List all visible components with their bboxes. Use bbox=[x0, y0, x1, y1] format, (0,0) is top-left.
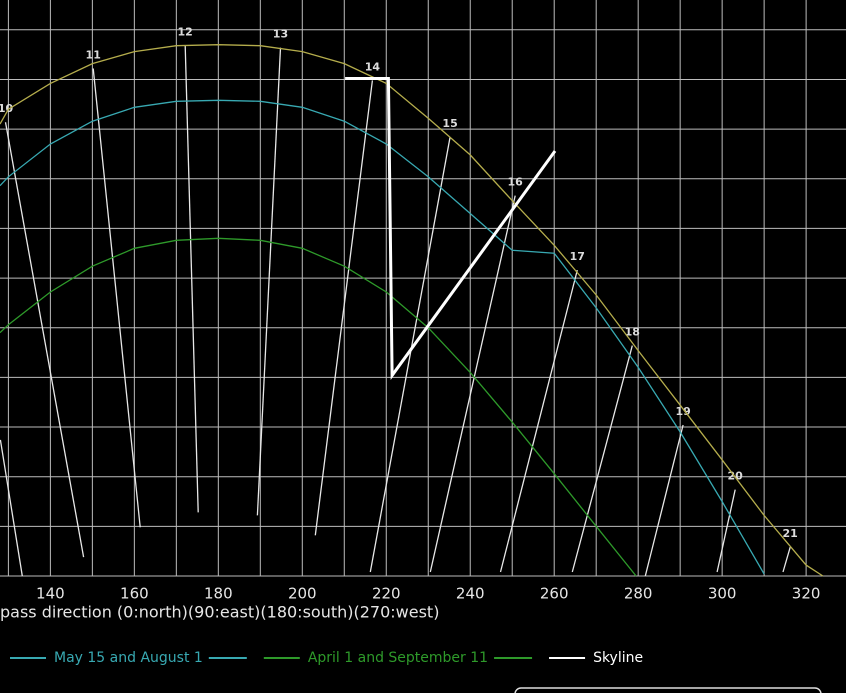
hour-label: 12 bbox=[177, 26, 192, 39]
hour-label: 20 bbox=[728, 470, 744, 483]
hour-label: 13 bbox=[273, 28, 288, 41]
x-tick-label: 240 bbox=[456, 585, 485, 603]
button-outline[interactable] bbox=[514, 687, 822, 693]
hour-label: 16 bbox=[508, 176, 524, 189]
hour-line bbox=[184, 45, 199, 513]
hour-line bbox=[644, 424, 684, 577]
hour-label: 17 bbox=[570, 250, 585, 263]
x-tick-label: 180 bbox=[204, 585, 233, 603]
x-tick-label: 300 bbox=[708, 585, 737, 603]
hour-line bbox=[716, 489, 736, 573]
x-tick-label: 160 bbox=[120, 585, 149, 603]
legend-label: April 1 and September 11 bbox=[308, 650, 488, 666]
x-tick-label: 200 bbox=[288, 585, 317, 603]
hour-line bbox=[782, 547, 791, 573]
hour-label: 21 bbox=[783, 527, 798, 540]
x-axis-label: pass direction (0:north)(90:east)(180:so… bbox=[0, 603, 439, 622]
x-tick-label: 320 bbox=[792, 585, 821, 603]
x-tick-label: 280 bbox=[624, 585, 653, 603]
x-tick-label: 260 bbox=[540, 585, 569, 603]
series-line bbox=[345, 77, 557, 380]
hour-label: 11 bbox=[86, 49, 101, 62]
hour-label: 10 bbox=[0, 102, 13, 115]
hour-line bbox=[314, 80, 374, 536]
hour-line bbox=[429, 195, 516, 573]
series-line bbox=[0, 99, 765, 575]
reference-line bbox=[0, 44, 824, 577]
hour-line bbox=[4, 122, 85, 558]
hour-line bbox=[256, 47, 282, 516]
hour-line bbox=[571, 345, 633, 573]
hour-label: 18 bbox=[625, 326, 640, 339]
x-tick-label: 140 bbox=[36, 585, 65, 603]
hour-line bbox=[0, 439, 23, 577]
legend-label: Skyline bbox=[593, 650, 643, 666]
x-tick-label: 220 bbox=[372, 585, 401, 603]
legend-label: May 15 and August 1 bbox=[54, 650, 203, 666]
hour-line bbox=[369, 136, 451, 573]
series-line bbox=[0, 237, 637, 577]
hour-label: 14 bbox=[365, 60, 381, 73]
hour-line bbox=[499, 269, 578, 573]
hour-label: 15 bbox=[442, 117, 457, 130]
hour-line bbox=[92, 68, 141, 528]
